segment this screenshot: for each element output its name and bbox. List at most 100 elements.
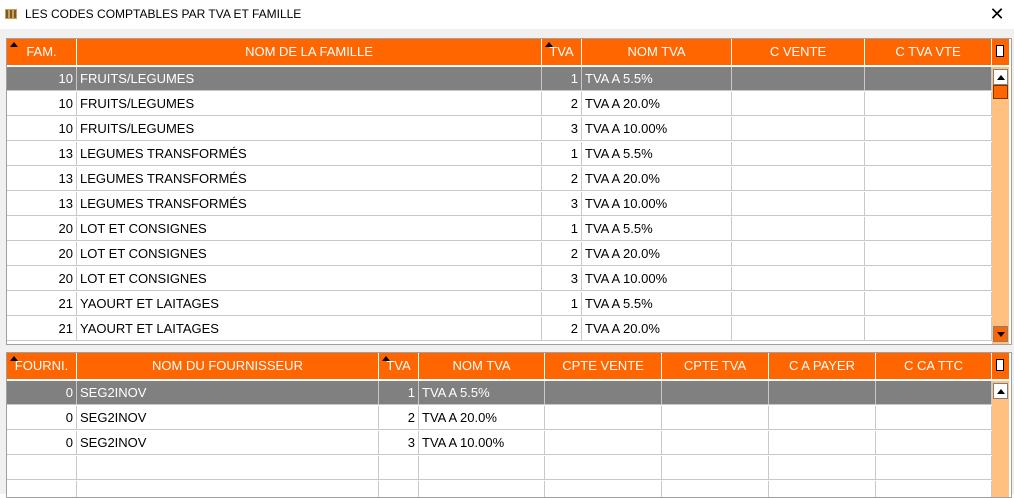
table-cell[interactable] — [662, 481, 769, 497]
table-cell[interactable]: 2 — [542, 317, 582, 341]
table-cell[interactable]: 10 — [7, 67, 77, 91]
table-cell[interactable] — [732, 317, 865, 341]
table-cell[interactable] — [876, 431, 992, 455]
table-cell[interactable]: SEG2INOV — [77, 431, 379, 455]
table-cell[interactable] — [865, 142, 992, 166]
table-row[interactable] — [7, 456, 992, 481]
column-header-5[interactable]: C TVA VTE — [865, 39, 992, 67]
table-cell[interactable]: 20 — [7, 267, 77, 291]
table-cell[interactable] — [732, 267, 865, 291]
table-cell[interactable] — [379, 456, 419, 480]
column-header-1[interactable]: NOM DU FOURNISSEUR — [77, 353, 379, 381]
table-cell[interactable] — [732, 92, 865, 116]
table-cell[interactable] — [545, 406, 662, 430]
table-cell[interactable] — [419, 481, 545, 497]
table-cell[interactable] — [545, 481, 662, 497]
table-cell[interactable] — [865, 192, 992, 216]
scroll-up-button[interactable] — [993, 383, 1008, 399]
table-row[interactable]: 20 LOT ET CONSIGNES 3 TVA A 10.00% — [7, 267, 992, 292]
table-cell[interactable]: TVA A 20.0% — [419, 406, 545, 430]
table-cell[interactable] — [769, 481, 876, 497]
table-cell[interactable] — [732, 142, 865, 166]
table-cell[interactable]: 1 — [542, 292, 582, 316]
table-cell[interactable]: TVA A 5.5% — [419, 381, 545, 405]
table-cell[interactable] — [876, 481, 992, 497]
suppliers-table-options-button[interactable] — [992, 353, 1009, 381]
table-row[interactable]: 10 FRUITS/LEGUMES 3 TVA A 10.00% — [7, 117, 992, 142]
table-cell[interactable]: 10 — [7, 117, 77, 141]
column-header-7[interactable]: C CA TTC — [876, 353, 992, 381]
table-cell[interactable] — [77, 456, 379, 480]
table-cell[interactable] — [865, 167, 992, 191]
table-row[interactable] — [7, 481, 992, 497]
table-cell[interactable]: FRUITS/LEGUMES — [77, 92, 542, 116]
column-header-4[interactable]: C VENTE — [732, 39, 865, 67]
column-header-4[interactable]: CPTE VENTE — [545, 353, 662, 381]
column-header-2[interactable]: TVA — [542, 39, 582, 67]
table-cell[interactable] — [876, 406, 992, 430]
table-cell[interactable] — [732, 167, 865, 191]
table-cell[interactable] — [865, 242, 992, 266]
table-cell[interactable] — [865, 117, 992, 141]
table-cell[interactable]: FRUITS/LEGUMES — [77, 117, 542, 141]
table-cell[interactable]: LEGUMES TRANSFORMÉS — [77, 167, 542, 191]
table-cell[interactable] — [77, 481, 379, 497]
column-header-5[interactable]: CPTE TVA — [662, 353, 769, 381]
table-cell[interactable]: 2 — [379, 406, 419, 430]
table-cell[interactable] — [732, 242, 865, 266]
table-cell[interactable]: TVA A 20.0% — [582, 92, 732, 116]
table-cell[interactable] — [769, 431, 876, 455]
table-cell[interactable]: 21 — [7, 292, 77, 316]
table-cell[interactable] — [876, 381, 992, 405]
table-cell[interactable]: TVA A 10.00% — [582, 192, 732, 216]
table-cell[interactable]: 1 — [379, 381, 419, 405]
table-cell[interactable]: 13 — [7, 142, 77, 166]
scroll-up-button[interactable] — [993, 69, 1008, 85]
table-cell[interactable] — [419, 456, 545, 480]
table-cell[interactable]: 3 — [379, 431, 419, 455]
table-cell[interactable]: TVA A 5.5% — [582, 292, 732, 316]
table-cell[interactable] — [865, 292, 992, 316]
table-cell[interactable] — [769, 456, 876, 480]
table-cell[interactable]: LOT ET CONSIGNES — [77, 242, 542, 266]
table-cell[interactable]: TVA A 5.5% — [582, 217, 732, 241]
table-cell[interactable] — [7, 456, 77, 480]
table-cell[interactable]: YAOURT ET LAITAGES — [77, 292, 542, 316]
table-cell[interactable] — [865, 267, 992, 291]
table-row[interactable]: 10 FRUITS/LEGUMES 1 TVA A 5.5% — [7, 67, 992, 92]
table-cell[interactable]: 0 — [7, 381, 77, 405]
table-cell[interactable] — [7, 481, 77, 497]
table-cell[interactable]: LOT ET CONSIGNES — [77, 217, 542, 241]
table-cell[interactable] — [732, 292, 865, 316]
table-cell[interactable]: 2 — [542, 242, 582, 266]
table-cell[interactable]: TVA A 10.00% — [582, 117, 732, 141]
families-table-options-button[interactable] — [992, 39, 1009, 67]
column-header-3[interactable]: NOM TVA — [419, 353, 545, 381]
table-cell[interactable] — [662, 406, 769, 430]
table-cell[interactable]: SEG2INOV — [77, 406, 379, 430]
table-cell[interactable]: FRUITS/LEGUMES — [77, 67, 542, 91]
table-row[interactable]: 21 YAOURT ET LAITAGES 1 TVA A 5.5% — [7, 292, 992, 317]
table-cell[interactable]: 20 — [7, 217, 77, 241]
table-cell[interactable]: TVA A 10.00% — [419, 431, 545, 455]
table-cell[interactable]: TVA A 5.5% — [582, 67, 732, 91]
table-cell[interactable] — [379, 481, 419, 497]
column-header-3[interactable]: NOM TVA — [582, 39, 732, 67]
table-cell[interactable] — [876, 456, 992, 480]
table-cell[interactable]: TVA A 20.0% — [582, 317, 732, 341]
table-cell[interactable]: 13 — [7, 192, 77, 216]
suppliers-table-scrollbar[interactable] — [992, 381, 1009, 497]
table-cell[interactable]: TVA A 20.0% — [582, 167, 732, 191]
table-cell[interactable]: 3 — [542, 117, 582, 141]
table-cell[interactable]: 0 — [7, 406, 77, 430]
table-cell[interactable]: 1 — [542, 67, 582, 91]
table-cell[interactable] — [732, 117, 865, 141]
table-cell[interactable] — [865, 217, 992, 241]
table-cell[interactable] — [732, 192, 865, 216]
table-row[interactable]: 13 LEGUMES TRANSFORMÉS 2 TVA A 20.0% — [7, 167, 992, 192]
table-cell[interactable]: 1 — [542, 142, 582, 166]
table-cell[interactable] — [662, 431, 769, 455]
table-cell[interactable]: 21 — [7, 317, 77, 341]
table-cell[interactable] — [732, 67, 865, 91]
column-header-0[interactable]: FOURNI. — [7, 353, 77, 381]
